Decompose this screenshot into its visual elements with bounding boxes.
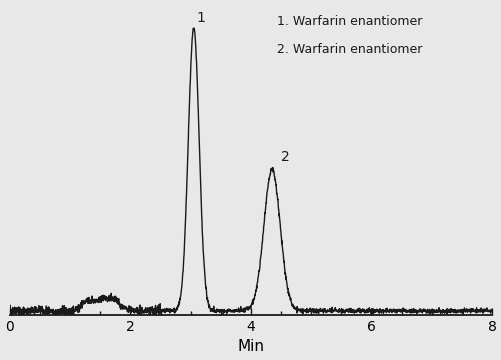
Text: 2. Warfarin enantiomer: 2. Warfarin enantiomer [277,43,422,56]
Text: 1. Warfarin enantiomer: 1. Warfarin enantiomer [277,15,422,28]
X-axis label: Min: Min [237,339,264,355]
Text: 2: 2 [281,150,289,164]
Text: 1: 1 [196,11,205,25]
